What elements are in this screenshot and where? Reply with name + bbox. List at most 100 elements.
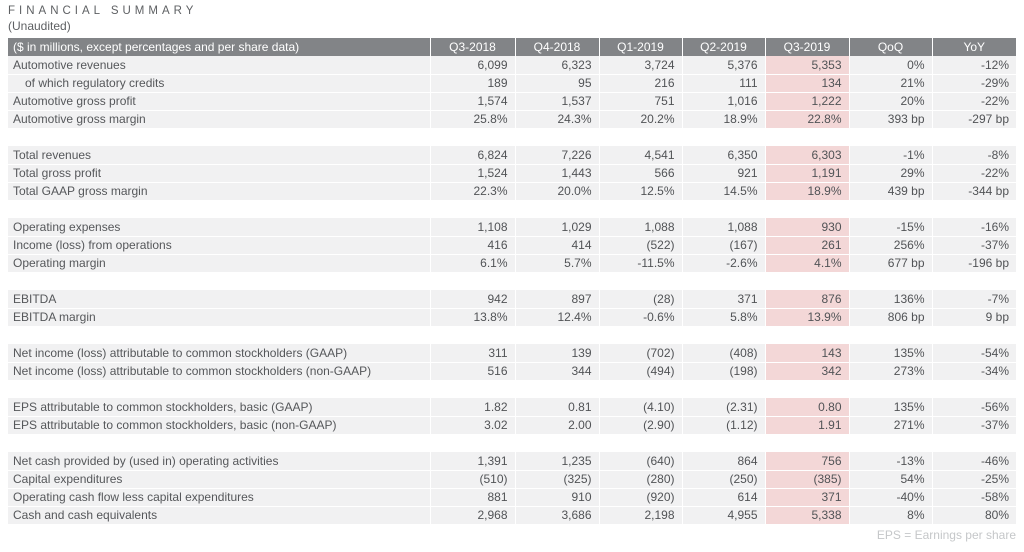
cell-q3-2018: 1.82 (429, 398, 515, 417)
cell-yoy: -12% (931, 56, 1016, 75)
row-label: Automotive gross profit (8, 92, 430, 111)
table-row: Total GAAP gross margin 22.3% 20.0% 12.5% 14… (8, 182, 1016, 201)
cell-q3-2018: 311 (429, 344, 515, 363)
cell-q1-2019: (2.90) (598, 416, 682, 435)
cell-yoy: 80% (931, 506, 1016, 525)
cell-yoy: -344 bp (931, 182, 1016, 201)
cell-q3-2019: 22.8% (764, 110, 849, 129)
table-row: Operating margin 6.1% 5.7% -11.5% -2.6% 4.1% 6… (8, 254, 1016, 273)
table-header: ($ in millions, except percentages and p… (8, 38, 1016, 56)
row-label: Capital expenditures (8, 470, 430, 489)
cell-q1-2019: 2,198 (598, 506, 682, 525)
header-cell-q4-2018: Q4-2018 (514, 38, 599, 56)
cell-q4-2018: 1,537 (514, 92, 599, 111)
row-label: Operating expenses (8, 218, 430, 237)
cell-q3-2019: 371 (764, 488, 849, 507)
cell-q2-2019: 5,376 (681, 56, 765, 75)
table-row: Automotive revenues 6,099 6,323 3,724 5,376 5… (8, 56, 1016, 75)
table-row: Net income (loss) attributable to common… (8, 362, 1016, 381)
cell-q3-2019: 18.9% (764, 182, 849, 201)
cell-q3-2018: 2,968 (429, 506, 515, 525)
cell-q1-2019: 751 (598, 92, 682, 111)
cell-qoq: 135% (848, 344, 932, 363)
cell-q3-2019: 342 (764, 362, 849, 381)
row-label: Total revenues (8, 146, 430, 165)
spacer-row (8, 200, 1016, 218)
cell-qoq: 29% (848, 164, 932, 183)
cell-q3-2019: 6,303 (764, 146, 849, 165)
cell-q2-2019: 921 (681, 164, 765, 183)
table-row: Total revenues 6,824 7,226 4,541 6,350 6,303-… (8, 146, 1016, 165)
cell-q2-2019: 111 (681, 74, 765, 93)
header-cell-qoq: QoQ (848, 38, 932, 56)
cell-yoy: 9 bp (931, 308, 1016, 327)
cell-q1-2019: (522) (598, 236, 682, 255)
cell-q3-2019: 5,353 (764, 56, 849, 75)
cell-q3-2018: 6,099 (429, 56, 515, 75)
cell-q3-2018: 13.8% (429, 308, 515, 327)
cell-qoq: 806 bp (848, 308, 932, 327)
row-label: Cash and cash equivalents (8, 506, 430, 525)
cell-q2-2019: 1,016 (681, 92, 765, 111)
table-row: Cash and cash equivalents 2,968 3,686 2,198… (8, 506, 1016, 525)
row-label: of which regulatory credits (8, 74, 430, 93)
header-cell-q2-2019: Q2-2019 (681, 38, 765, 56)
table-row: Income (loss) from operations 416 414 (522)… (8, 236, 1016, 255)
cell-q1-2019: -11.5% (598, 254, 682, 273)
row-label: EBITDA (8, 290, 430, 309)
row-label: Operating margin (8, 254, 430, 273)
cell-q2-2019: 14.5% (681, 182, 765, 201)
row-label: EBITDA margin (8, 308, 430, 327)
cell-qoq: 273% (848, 362, 932, 381)
table-row: Operating expenses 1,108 1,029 1,088 1,088 93… (8, 218, 1016, 237)
cell-q3-2018: 516 (429, 362, 515, 381)
cell-qoq: -1% (848, 146, 932, 165)
cell-q4-2018: 1,443 (514, 164, 599, 183)
cell-q1-2019: 566 (598, 164, 682, 183)
cell-q2-2019: (2.31) (681, 398, 765, 417)
cell-yoy: -297 bp (931, 110, 1016, 129)
cell-q4-2018: 1,029 (514, 218, 599, 237)
cell-q2-2019: (167) (681, 236, 765, 255)
cell-q4-2018: 2.00 (514, 416, 599, 435)
cell-q3-2019: 5,338 (764, 506, 849, 525)
cell-qoq: -13% (848, 452, 932, 471)
table-row: Capital expenditures (510) (325) (280) (250)… (8, 470, 1016, 489)
cell-q3-2018: 189 (429, 74, 515, 93)
cell-q4-2018: 3,686 (514, 506, 599, 525)
table-row: EPS attributable to common stockholders,… (8, 416, 1016, 435)
table-row: EPS attributable to common stockholders,… (8, 398, 1016, 417)
row-label: EPS attributable to common stockholders,… (8, 398, 430, 417)
cell-qoq: 54% (848, 470, 932, 489)
spacer-row (8, 128, 1016, 146)
cell-yoy: -58% (931, 488, 1016, 507)
cell-q3-2019: 876 (764, 290, 849, 309)
table-row: of which regulatory credits 189 95 216 111 13… (8, 74, 1016, 93)
table-row: Net cash provided by (used in) operating… (8, 452, 1016, 471)
cell-q3-2019: (385) (764, 470, 849, 489)
cell-q1-2019: (494) (598, 362, 682, 381)
cell-q1-2019: (280) (598, 470, 682, 489)
cell-q2-2019: 1,088 (681, 218, 765, 237)
cell-q3-2019: 930 (764, 218, 849, 237)
page-title: FINANCIAL SUMMARY (8, 5, 198, 17)
cell-q3-2019: 134 (764, 74, 849, 93)
row-label: EPS attributable to common stockholders,… (8, 416, 430, 435)
cell-qoq: 135% (848, 398, 932, 417)
cell-q1-2019: 1,088 (598, 218, 682, 237)
table-header-row: ($ in millions, except percentages and p… (8, 38, 1016, 56)
row-label: Total gross profit (8, 164, 430, 183)
cell-q4-2018: (325) (514, 470, 599, 489)
cell-qoq: 393 bp (848, 110, 932, 129)
table-row: Operating cash flow less capital expendi… (8, 488, 1016, 507)
cell-q4-2018: 7,226 (514, 146, 599, 165)
header-cell-q1-2019: Q1-2019 (598, 38, 682, 56)
cell-q3-2018: 1,108 (429, 218, 515, 237)
cell-q1-2019: -0.6% (598, 308, 682, 327)
cell-qoq: 21% (848, 74, 932, 93)
cell-q3-2019: 1,222 (764, 92, 849, 111)
table-row: Total gross profit 1,524 1,443 566 921 1,191 2… (8, 164, 1016, 183)
header-cell-yoy: YoY (931, 38, 1016, 56)
cell-q4-2018: 6,323 (514, 56, 599, 75)
